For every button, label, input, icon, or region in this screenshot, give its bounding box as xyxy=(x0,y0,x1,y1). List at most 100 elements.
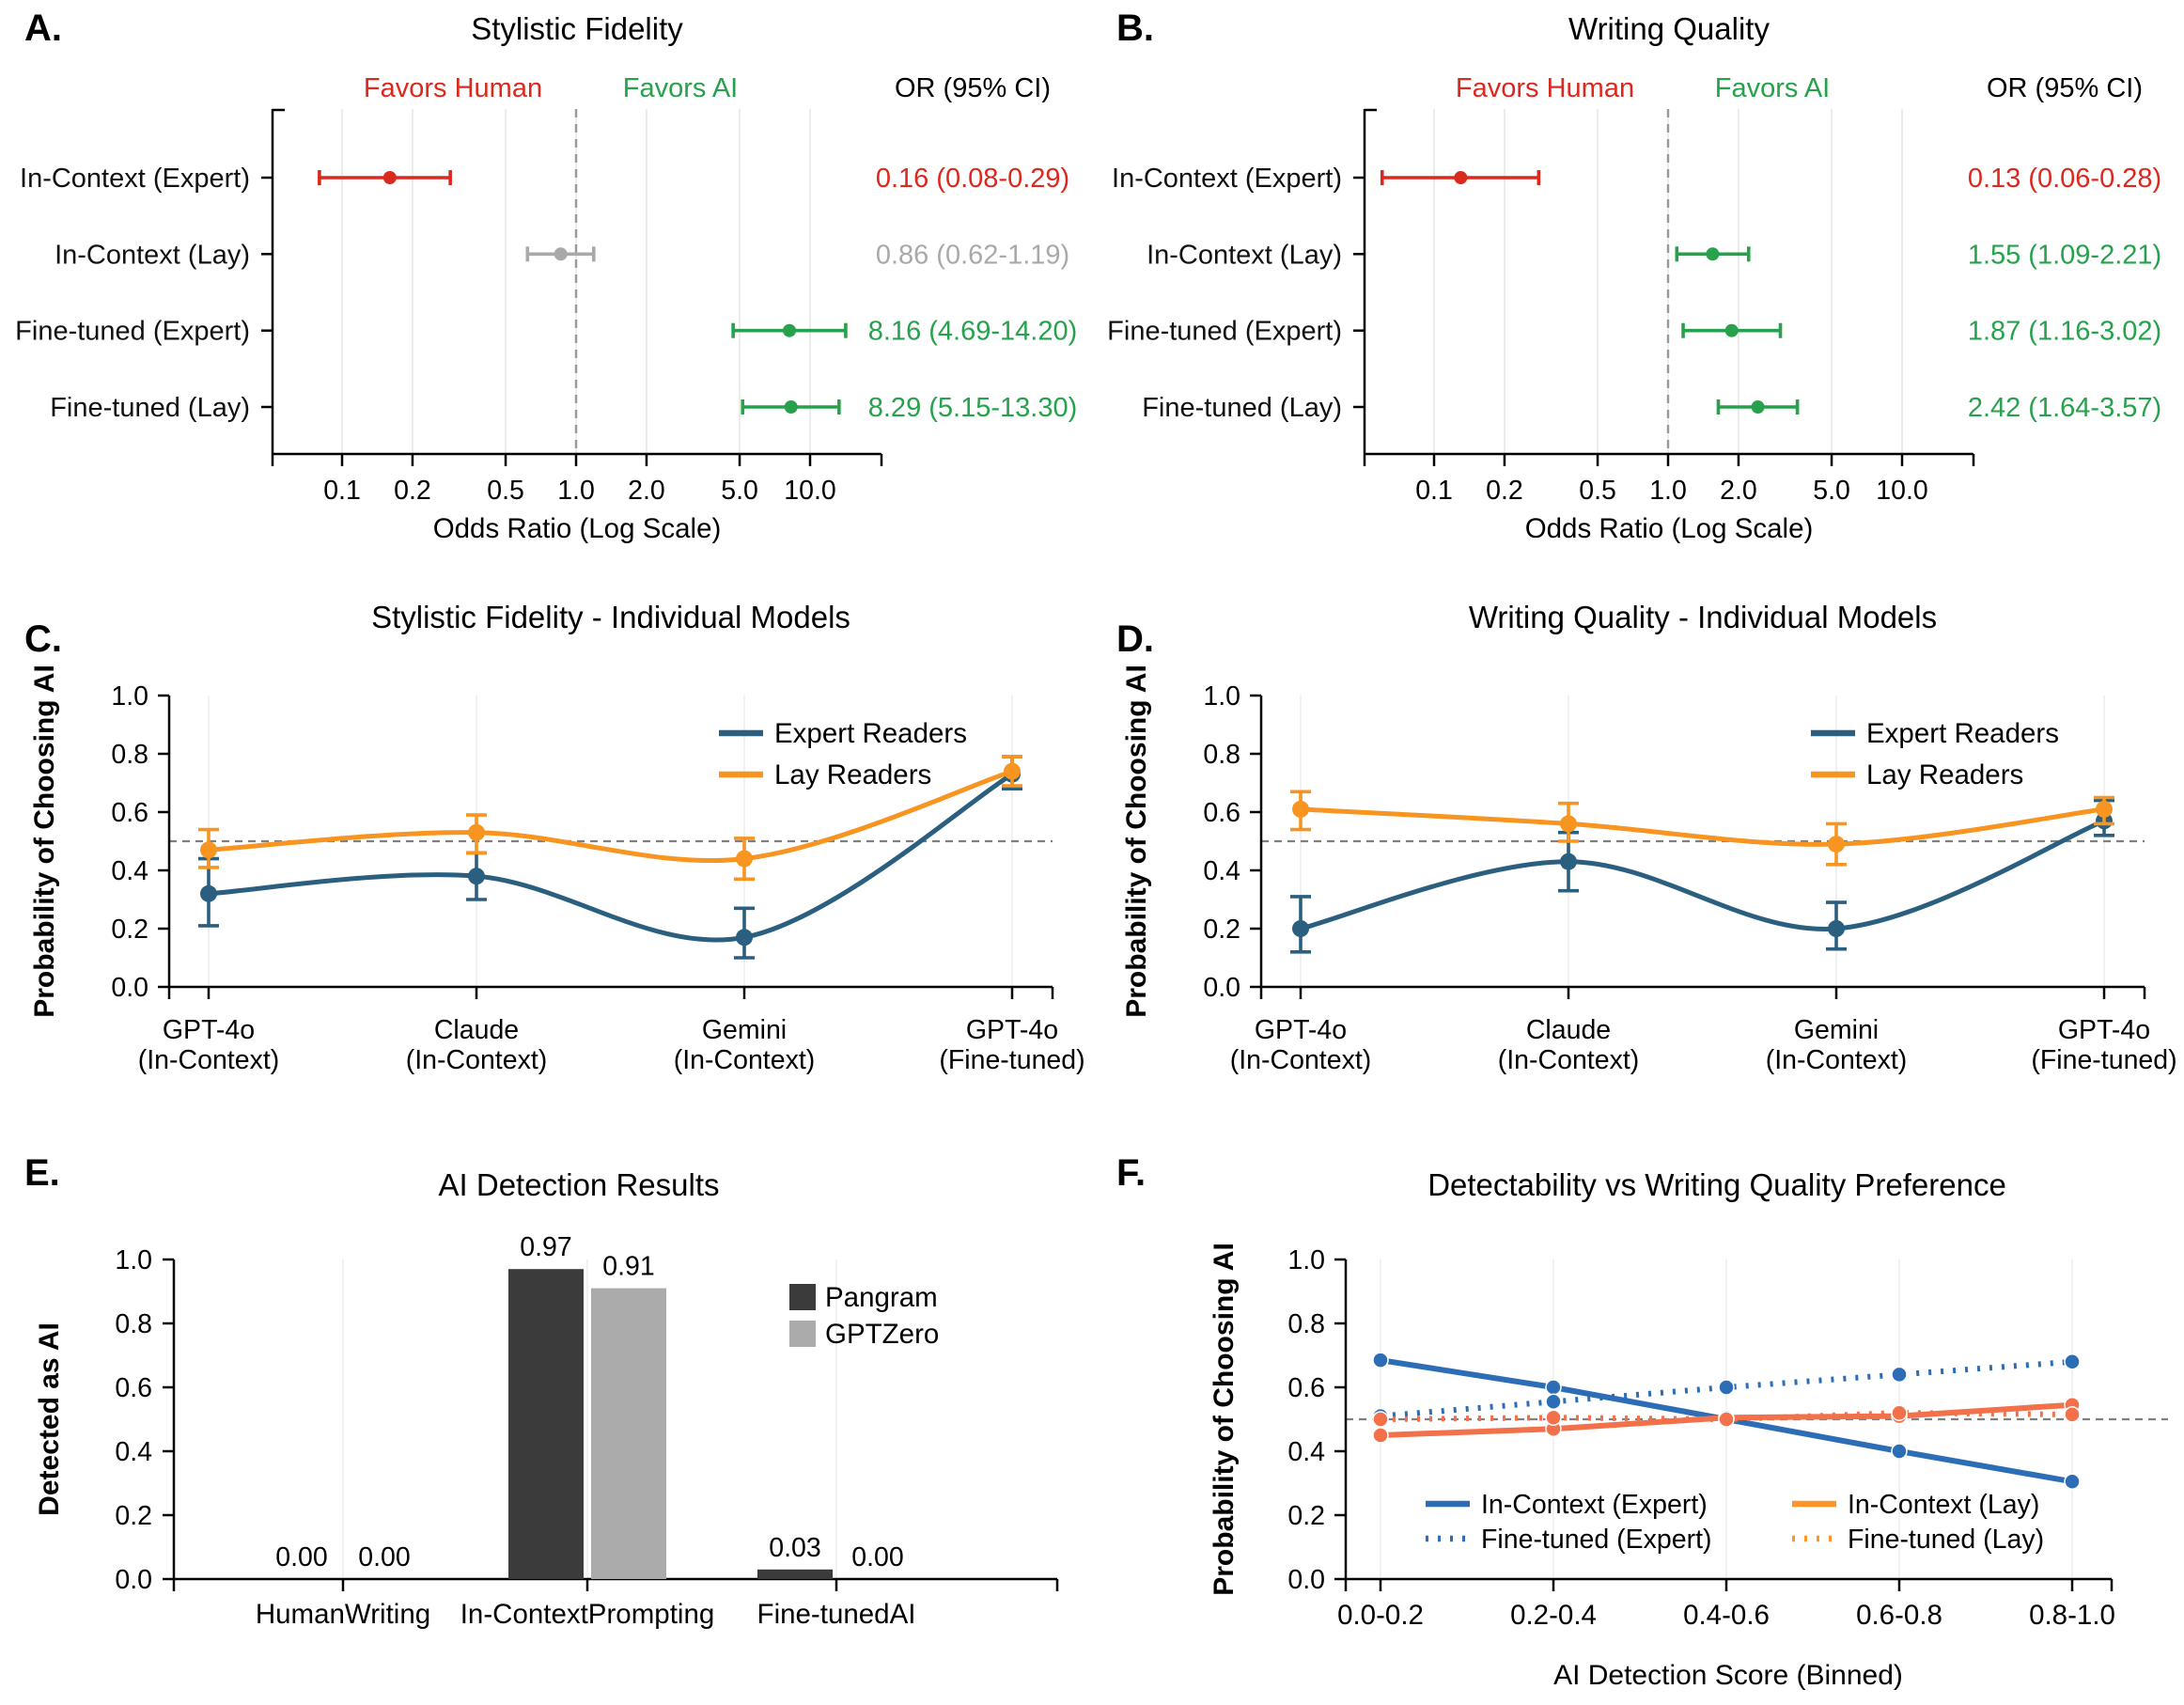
y-tick-label-text: 0.8 xyxy=(111,740,148,770)
panel-title: Detectability vs Writing Quality Prefere… xyxy=(1427,1167,2006,1202)
axes xyxy=(158,694,1054,999)
or-value: 1.87 (1.16-3.02) xyxy=(1968,317,2161,347)
x-tick-label: 1.0 xyxy=(557,476,595,506)
y-tick-label-text: 0.2 xyxy=(115,1501,152,1531)
axes xyxy=(1334,1258,2114,1591)
x-category-text: Fine-tunedAI xyxy=(757,1599,916,1630)
row-label-text: Fine-tuned (Lay) xyxy=(50,393,250,423)
panel-title: Writing Quality xyxy=(1568,11,1770,46)
y-tick-label-text: 1.0 xyxy=(1287,1245,1325,1275)
x-tick-label: 0.1 xyxy=(323,476,361,506)
y-tick-label-text: 0.6 xyxy=(115,1373,152,1403)
x-category-label: GPT-4o(Fine-tuned) xyxy=(939,1015,1084,1075)
legend: Expert Readers Lay Readers xyxy=(719,718,967,790)
panel-d-letter: D. xyxy=(1116,618,1154,660)
panel-title: Writing Quality - Individual Models xyxy=(1469,600,1937,634)
y-tick-label-text: 0.6 xyxy=(1203,798,1240,828)
x-category-line1: GPT-4o xyxy=(1255,1015,1347,1045)
y-tick-label-text: 0.8 xyxy=(1203,740,1240,770)
legend-label: Fine-tuned (Expert) xyxy=(1481,1525,1712,1555)
x-category-label: 0.6-0.8 xyxy=(1856,1600,1942,1631)
y-tick-label-text: 0.4 xyxy=(115,1437,152,1467)
axes xyxy=(1353,108,1975,466)
x-category-label: Claude(In-Context) xyxy=(1498,1015,1639,1075)
legend-label: Fine-tuned (Lay) xyxy=(1848,1525,2044,1555)
row-label: In-Context (Expert) xyxy=(20,164,250,194)
legend-label: Lay Readers xyxy=(1866,759,2023,790)
legend-label: Expert Readers xyxy=(1866,718,2059,749)
y-tick-label: 0.2 xyxy=(1287,1501,1325,1531)
row-label: Fine-tuned (Lay) xyxy=(1142,393,1342,423)
row-label: Fine-tuned (Expert) xyxy=(15,317,250,347)
x-category-label: Gemini(In-Context) xyxy=(1766,1015,1907,1075)
x-category-line1: Claude xyxy=(434,1015,519,1045)
panel-title-text: Stylistic Fidelity xyxy=(471,11,683,46)
favors-ai-label: Favors AI xyxy=(1715,73,1831,103)
panel-e: E. AI Detection Results 0.0 0.2 0.4 0.6 0.8 1.… xyxy=(0,1128,1092,1705)
bar-value-label: 0.97 xyxy=(520,1232,571,1262)
x-category-line2: (In-Context) xyxy=(1498,1045,1639,1075)
x-category-line1: Gemini xyxy=(702,1015,787,1045)
y-axis-label: Probability of Choosing AI xyxy=(29,665,60,1018)
panel-f-letter: F. xyxy=(1116,1152,1147,1194)
x-category-text: 0.6-0.8 xyxy=(1856,1600,1942,1631)
y-tick-label: 0.4 xyxy=(115,1437,152,1467)
x-tick-label: 1.0 xyxy=(1649,476,1687,506)
y-tick-label-text: 0.2 xyxy=(1203,915,1240,945)
x-category-line2: (In-Context) xyxy=(1766,1045,1907,1075)
panel-b-letter: B. xyxy=(1116,8,1154,49)
ai-detection-bar-chart: AI Detection Results 0.0 0.2 0.4 0.6 0.8 1.0 De… xyxy=(34,1167,1059,1630)
column-headers: Favors Human Favors AI OR (95% CI) xyxy=(364,73,1051,103)
x-category-text: 0.0-0.2 xyxy=(1337,1600,1424,1631)
x-tick-label: 5.0 xyxy=(721,476,758,506)
row-label: In-Context (Lay) xyxy=(1147,240,1342,270)
or-value-text: 2.42 (1.64-3.57) xyxy=(1968,393,2161,423)
x-category-label: 0.0-0.2 xyxy=(1337,1600,1424,1631)
x-category-line2: (In-Context) xyxy=(138,1045,279,1075)
x-category-text: 0.8-1.0 xyxy=(2029,1600,2115,1631)
y-axis-label: Probability of Choosing AI xyxy=(1209,1243,1240,1596)
ci-bar xyxy=(1675,246,1751,262)
legend-label: In-Context (Expert) xyxy=(1481,1490,1708,1520)
y-tick-label: 0.4 xyxy=(111,856,148,886)
row-label: In-Context (Lay) xyxy=(55,240,250,270)
y-axis-label: Probability of Choosing AI xyxy=(1121,665,1152,1018)
legend-label: In-Context (Lay) xyxy=(1848,1490,2039,1520)
y-tick-label-text: 1.0 xyxy=(111,681,148,712)
x-category-label: HumanWriting xyxy=(256,1599,430,1630)
y-tick-label: 1.0 xyxy=(1203,681,1240,712)
x-axis-label: Odds Ratio (Log Scale) xyxy=(1525,513,1814,544)
x-tick-label: 2.0 xyxy=(628,476,665,506)
panel-f: F. Detectability vs Writing Quality Pref… xyxy=(1092,1128,2184,1705)
legend-label: Lay Readers xyxy=(774,759,931,790)
x-axis-label-text: Odds Ratio (Log Scale) xyxy=(1525,513,1814,544)
y-tick-label-text: 0.0 xyxy=(115,1565,152,1595)
writing-quality-models-chart: Writing Quality - Individual Models 0.0 0.… xyxy=(1121,600,2177,1075)
markers-fine-tuned-lay- xyxy=(1372,1404,2081,1428)
panel-title: Stylistic Fidelity - Individual Models xyxy=(371,600,850,634)
y-tick-label: 0.0 xyxy=(1203,973,1240,1003)
x-category-label: 0.4-0.6 xyxy=(1683,1600,1770,1631)
x-category-line2: (Fine-tuned) xyxy=(939,1045,1084,1075)
y-tick-label-text: 0.6 xyxy=(111,798,148,828)
x-tick-label: 0.2 xyxy=(1486,476,1523,506)
y-tick-label-text: 0.2 xyxy=(1287,1501,1325,1531)
or-value: 8.16 (4.69-14.20) xyxy=(868,317,1077,347)
y-tick-label: 0.6 xyxy=(111,798,148,828)
axes xyxy=(1250,694,2146,999)
y-axis-label-text: Probability of Choosing AI xyxy=(29,665,60,1018)
x-axis-label: AI Detection Score (Binned) xyxy=(1553,1660,1903,1691)
y-tick-label-text: 0.0 xyxy=(1287,1565,1325,1595)
x-tick-labels: 0.1 0.2 0.5 1.0 2.0 5.0 10.0 xyxy=(1415,476,1928,506)
favors-human-label: Favors Human xyxy=(364,73,542,103)
y-tick-label: 0.6 xyxy=(1287,1373,1325,1403)
y-tick-label-text: 1.0 xyxy=(1203,681,1240,712)
legend: Expert Readers Lay Readers xyxy=(1811,718,2059,790)
row-label: In-Context (Expert) xyxy=(1112,164,1342,194)
x-category-line2: (Fine-tuned) xyxy=(2031,1045,2176,1075)
y-tick-label: 0.2 xyxy=(115,1501,152,1531)
y-tick-label-text: 0.8 xyxy=(115,1309,152,1339)
axes xyxy=(261,108,883,466)
x-category-line1: GPT-4o xyxy=(2058,1015,2150,1045)
bars-gptzero: 0.00 0.91 0.00 xyxy=(358,1252,904,1579)
